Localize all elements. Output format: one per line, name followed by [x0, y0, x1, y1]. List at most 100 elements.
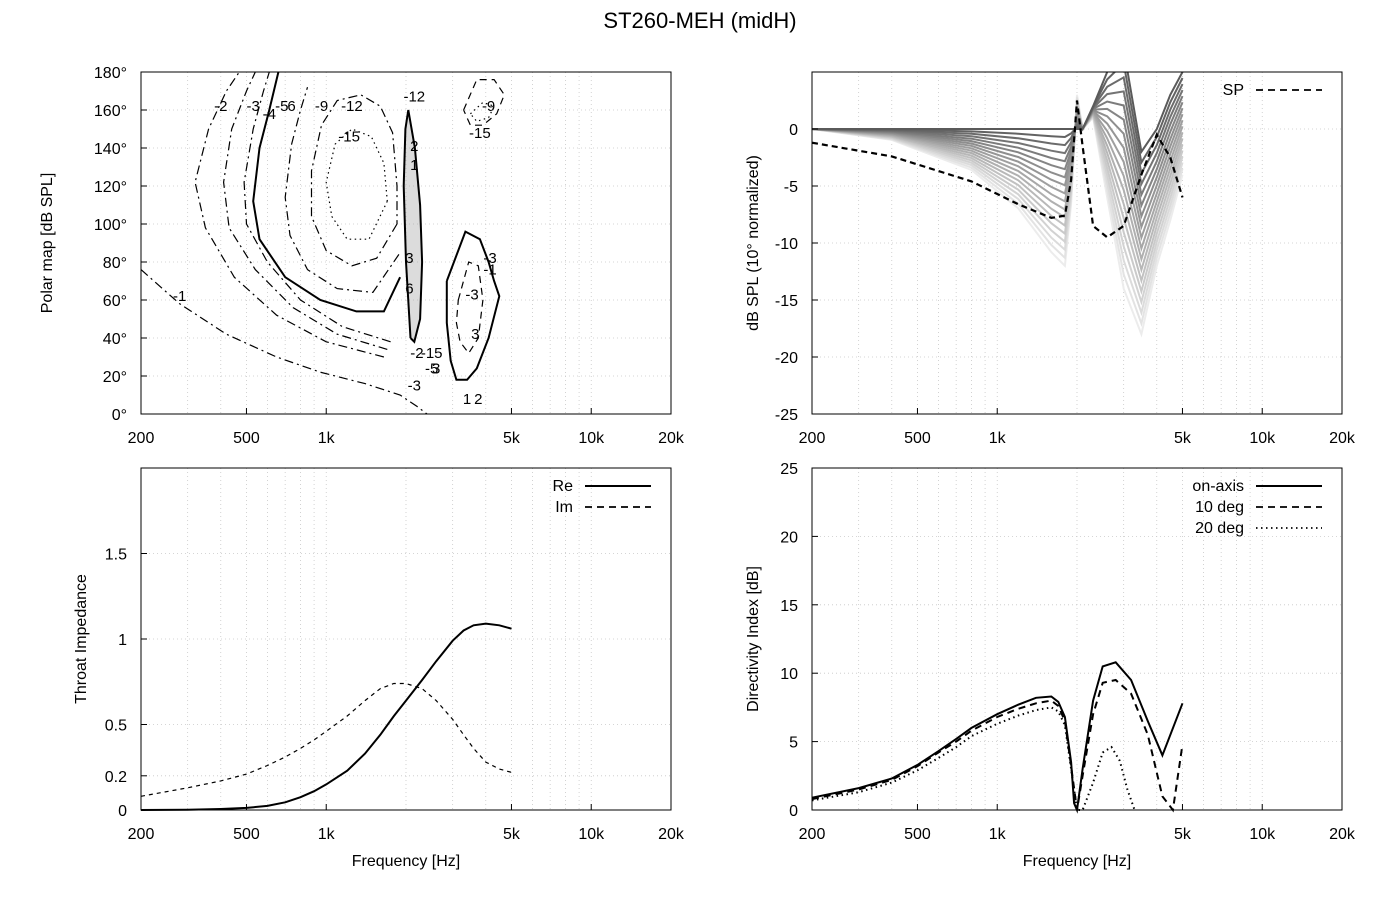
- spl-sp-curve: [812, 100, 1184, 239]
- directivity-xtick-label: 10k: [1249, 826, 1276, 843]
- polar-contour-label: -1: [483, 262, 496, 279]
- polar-contour-label: -12: [403, 89, 425, 106]
- polar-contour: [310, 94, 398, 267]
- spl-panel: 200 500 1k 5k 10k 20k -25 -20 -15 -10 -5 0 SP dB SP…: [745, 71, 1356, 447]
- impedance-ytick-label: 0.5: [105, 718, 127, 735]
- impedance-xtick-label: 1k: [318, 826, 336, 843]
- spl-xtick-label: 20k: [1329, 430, 1356, 447]
- spl-xtick-label: 5k: [1174, 430, 1192, 447]
- polar-ytick-label: 120°: [94, 179, 127, 196]
- directivity-ytick-label: 5: [789, 735, 798, 752]
- polar-map-panel: -2 -3 -4 -56 -9 -12-15-1-12-9-152136-3-1-33-2…: [39, 65, 685, 447]
- directivity-ytick-label: 0: [789, 803, 798, 820]
- impedance-xtick-label: 10k: [578, 826, 605, 843]
- directivity-curve: [811, 661, 1184, 814]
- impedance-ytick-label: 0.2: [105, 769, 127, 786]
- polar-contour-label: -15: [421, 345, 443, 362]
- impedance-re-curve: [140, 622, 512, 811]
- impedance-xlabel: Frequency [Hz]: [352, 853, 460, 870]
- polar-contours: -2 -3 -4 -56 -9 -12-15-1-12-9-152136-3-1-33-2…: [141, 72, 505, 414]
- polar-contour-label: 3: [471, 326, 479, 343]
- spl-xtick-label: 10k: [1249, 430, 1276, 447]
- polar-contour-label: 6: [405, 281, 413, 298]
- polar-contour: [284, 87, 400, 294]
- impedance-ytick-label: 1: [118, 632, 127, 649]
- spl-ticks: 200 500 1k 5k 10k 20k -25 -20 -15 -10 -5 0: [775, 122, 1356, 447]
- polar-contour-label: -3: [465, 286, 478, 303]
- polar-contour: [141, 269, 428, 414]
- directivity-xtick-label: 1k: [989, 826, 1007, 843]
- directivity-ytick-label: 10: [780, 666, 798, 683]
- impedance-ylabel: Throat Impedance: [73, 574, 90, 704]
- spl-xtick-label: 500: [904, 430, 931, 447]
- figure-title: ST260-MEH (midH): [603, 8, 796, 33]
- polar-ticks: 200 500 1k 5k 10k 20k 0° 20° 40° 60° 80° 100° 120° 14…: [94, 65, 685, 447]
- polar-xtick-label: 10k: [578, 430, 605, 447]
- polar-contour-label: 3: [432, 360, 440, 377]
- spl-ytick-label: -5: [784, 179, 798, 196]
- spl-xtick-label: 200: [799, 430, 826, 447]
- impedance-ytick-label: 1.5: [105, 547, 127, 564]
- directivity-xtick-label: 20k: [1329, 826, 1356, 843]
- polar-contour-label: 1: [410, 157, 418, 174]
- polar-contour-label: -12: [341, 98, 363, 115]
- polar-contour: [243, 72, 391, 343]
- polar-ytick-label: 60°: [103, 293, 127, 310]
- polar-ylabel: Polar map [dB SPL]: [39, 173, 56, 314]
- spl-ytick-label: -15: [775, 293, 798, 310]
- spl-ytick-label: -10: [775, 236, 798, 253]
- directivity-ytick-label: 25: [780, 461, 798, 478]
- polar-ridge-fill: [403, 110, 423, 342]
- impedance-legend-label: Im: [555, 499, 573, 516]
- polar-contour-label: -5: [425, 360, 438, 377]
- polar-ytick-label: 100°: [94, 217, 127, 234]
- polar-ytick-label: 40°: [103, 331, 127, 348]
- impedance-legend-label: Re: [553, 478, 574, 495]
- impedance-curves: [140, 622, 512, 811]
- directivity-legend-label: on-axis: [1192, 478, 1244, 495]
- directivity-panel: 200 500 1k 5k 10k 20k 0 5 10 15 20 25 on-axis 10 deg…: [745, 461, 1356, 870]
- polar-xtick-label: 5k: [503, 430, 521, 447]
- impedance-xtick-label: 20k: [658, 826, 685, 843]
- spl-legend: SP: [1223, 82, 1322, 99]
- polar-contour-label: -9: [482, 98, 495, 115]
- polar-xtick-label: 200: [128, 430, 155, 447]
- polar-contour: [469, 101, 495, 123]
- polar-ytick-label: 140°: [94, 141, 127, 158]
- impedance-im-curve: [140, 682, 512, 797]
- polar-frame: [140, 71, 672, 415]
- directivity-curves: [811, 661, 1184, 814]
- polar-contour-label: 1: [463, 391, 471, 408]
- polar-contour-label: 2: [410, 138, 418, 155]
- directivity-legend-label: 20 deg: [1195, 520, 1244, 537]
- directivity-curve: [811, 706, 1136, 811]
- directivity-curve: [811, 678, 1184, 813]
- polar-contour-label: -1: [173, 288, 186, 305]
- impedance-ytick-label: 0: [118, 803, 127, 820]
- polar-contour-label: -2: [410, 345, 423, 362]
- polar-contour-label: -9: [315, 98, 328, 115]
- polar-contour-label: -4: [263, 106, 276, 123]
- polar-contour-label: 6: [287, 98, 295, 115]
- polar-contour: [463, 79, 505, 126]
- impedance-grid: [141, 468, 671, 810]
- polar-contour-label: -2: [214, 98, 227, 115]
- polar-contour-label: 3: [405, 250, 413, 267]
- polar-contour-label: -3: [246, 98, 259, 115]
- polar-ytick-label: 160°: [94, 103, 127, 120]
- polar-contour-label: -15: [469, 125, 491, 142]
- spl-ytick-label: 0: [789, 122, 798, 139]
- polar-contour-label: -3: [483, 250, 496, 267]
- polar-contour-label: -15: [338, 129, 360, 146]
- spl-ylabel: dB SPL (10° normalized): [745, 155, 762, 331]
- polar-ytick-label: 80°: [103, 255, 127, 272]
- impedance-ticks: 200 500 1k 5k 10k 20k 0 0.2 0.5 1 1.5: [105, 547, 685, 844]
- polar-contour-label: -5: [275, 98, 288, 115]
- directivity-xtick-label: 200: [799, 826, 826, 843]
- polar-contour-label: -3: [408, 378, 421, 395]
- directivity-xtick-label: 5k: [1174, 826, 1192, 843]
- impedance-panel: 200 500 1k 5k 10k 20k 0 0.2 0.5 1 1.5 Re Im Throat …: [73, 467, 685, 870]
- impedance-xtick-label: 500: [233, 826, 260, 843]
- directivity-frame: [811, 467, 1343, 811]
